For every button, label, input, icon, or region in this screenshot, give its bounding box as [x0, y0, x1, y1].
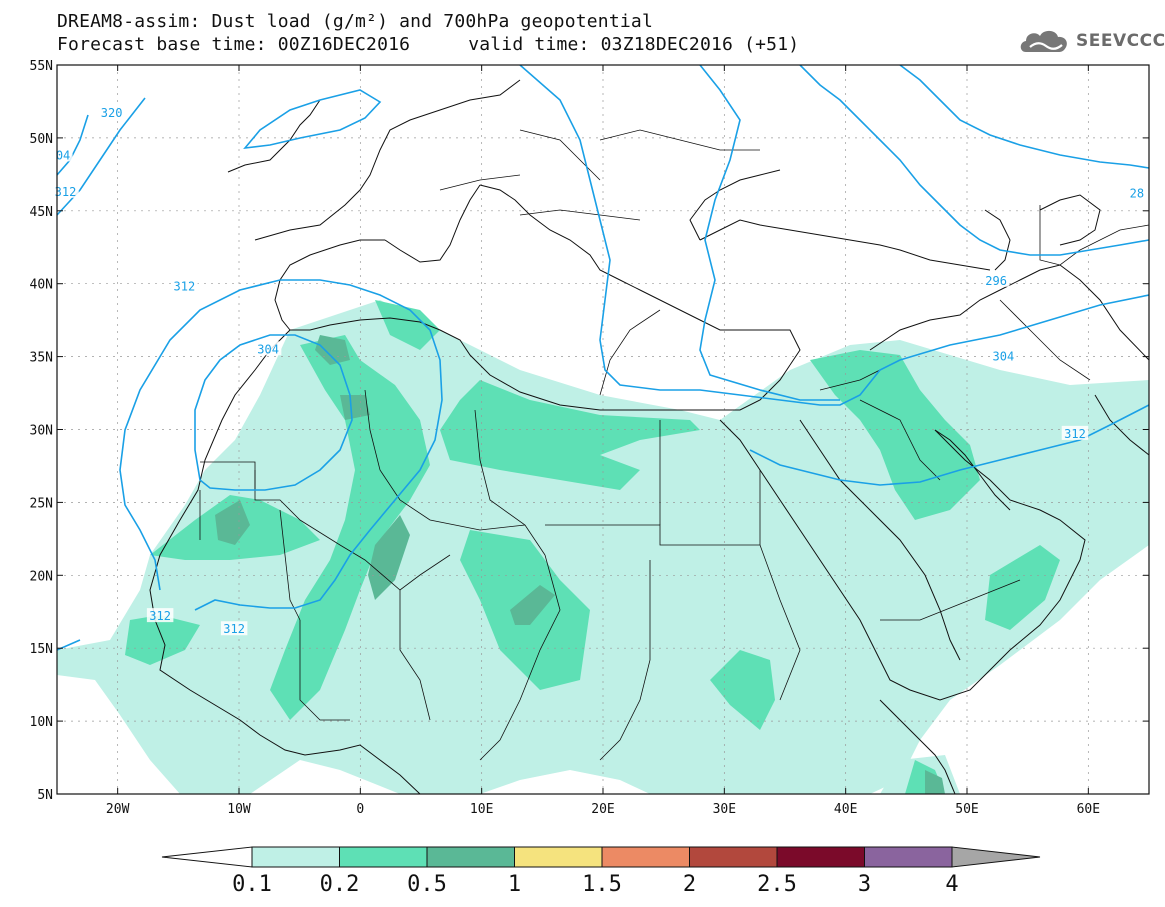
lat-label: 25N	[30, 496, 53, 511]
contour-label: 312	[1064, 427, 1086, 441]
colorbar-segment	[339, 846, 428, 868]
contour-label-bg	[53, 147, 73, 162]
contour-label-bg	[990, 348, 1017, 363]
contour-label-bg	[1127, 185, 1147, 200]
lat-label: 35N	[30, 351, 53, 366]
valid-time: valid time: 03Z18DEC2016 (+51)	[468, 34, 800, 55]
lon-label: 50E	[955, 802, 978, 817]
seevccc-logo: SEEVCCC	[1018, 26, 1165, 56]
lat-label: 40N	[30, 278, 53, 293]
map-subtitle: Forecast base time: 00Z16DEC2016 valid ti…	[57, 34, 799, 55]
contour-label: 04	[56, 148, 70, 162]
colorbar-label: 0.1	[232, 872, 272, 897]
lon-label: 40E	[834, 802, 857, 817]
lon-label: 10E	[470, 802, 493, 817]
contour-label: 304	[257, 342, 279, 356]
contour-label-bg	[171, 278, 198, 293]
contour-label-bg	[1061, 425, 1089, 440]
lat-label: 30N	[30, 424, 53, 439]
contour-label-bg	[982, 272, 1010, 287]
lon-axis-labels: 20W 10W 0 10E 20E 30E 40E 50E 60E	[106, 802, 1100, 817]
colorbar-segment	[776, 846, 865, 868]
map-title: DREAM8-assim: Dust load (g/m²) and 700hP…	[57, 11, 653, 32]
lat-label: 10N	[30, 715, 53, 730]
colorbar-over-triangle	[951, 846, 1041, 868]
colorbar-segment	[689, 846, 778, 868]
contour-label-bg	[146, 608, 174, 623]
forecast-base-time: Forecast base time: 00Z16DEC2016	[57, 34, 411, 55]
colorbar-segment	[514, 846, 603, 868]
lat-label: 15N	[30, 642, 53, 657]
colorbar-segment	[601, 846, 690, 868]
lon-label: 20W	[106, 802, 130, 817]
contour-label: 312	[55, 185, 77, 199]
contour-label: 312	[223, 622, 245, 636]
coastlines	[149, 79, 1149, 794]
colorbar-label: 0.5	[407, 872, 447, 897]
lat-label: 50N	[30, 132, 53, 147]
geopotential-contours	[57, 65, 1149, 651]
lon-label: 0	[356, 802, 364, 817]
colorbar-label: 3	[858, 872, 871, 897]
logo-text: SEEVCCC	[1076, 31, 1165, 51]
contour-label-bg	[254, 341, 282, 356]
contour-label: 312	[149, 609, 171, 623]
contour-label-bg	[52, 183, 79, 198]
contour-label: 296	[985, 274, 1007, 288]
lon-label: 60E	[1077, 802, 1100, 817]
colorbar-label: 1	[508, 872, 521, 897]
contour-label-bg	[220, 621, 248, 636]
lat-label: 20N	[30, 569, 53, 584]
dust-layer-dark	[215, 335, 945, 794]
grid-lines	[57, 65, 1149, 794]
colorbar-label: 2.5	[757, 872, 797, 897]
lat-label: 5N	[37, 788, 53, 803]
colorbar-segment	[864, 846, 953, 868]
contour-label-bg	[98, 105, 125, 120]
lat-axis-labels: 55N 50N 45N 40N 35N 30N 25N 20N 15N 10N 5N	[30, 59, 53, 803]
lon-label: 10W	[227, 802, 251, 817]
dust-field	[57, 300, 1149, 794]
colorbar: 0.1 0.2 0.5 1 1.5 2 2.5 3 4	[161, 846, 1041, 897]
lon-label: 20E	[591, 802, 614, 817]
lat-label: 45N	[30, 205, 53, 220]
lat-label: 55N	[30, 59, 53, 74]
contour-label: 312	[174, 280, 196, 294]
colorbar-label: 1.5	[582, 872, 622, 897]
colorbar-label: 4	[945, 872, 958, 897]
contour-label: 28	[1130, 186, 1144, 200]
country-borders	[199, 129, 1149, 761]
contour-label: 320	[101, 106, 123, 120]
axis-ticks	[57, 64, 1149, 795]
colorbar-segment	[426, 846, 515, 868]
colorbar-segment	[251, 846, 340, 868]
colorbar-label: 2	[683, 872, 696, 897]
dust-layer-medium	[125, 300, 1060, 794]
contour-labels: 320 04 312 312 304 312 312 28 296 304 312	[52, 105, 1147, 636]
colorbar-under-triangle	[161, 846, 253, 868]
colorbar-label: 0.2	[320, 872, 360, 897]
contour-label: 304	[993, 350, 1015, 364]
lon-label: 30E	[713, 802, 736, 817]
cloud-icon	[1020, 30, 1067, 52]
